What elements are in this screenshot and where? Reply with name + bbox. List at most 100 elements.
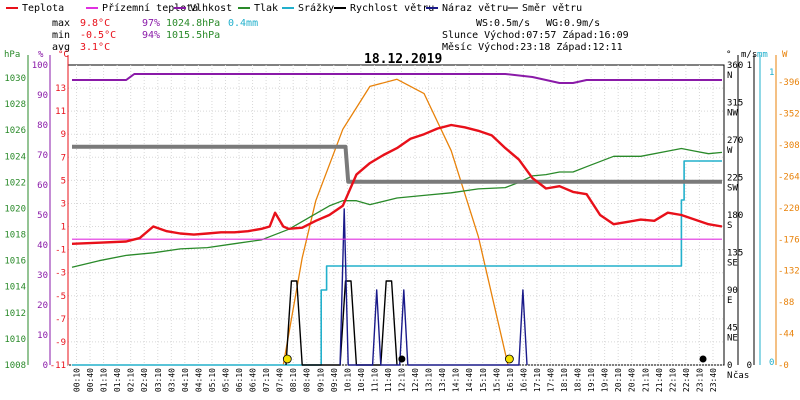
tick-x-30: 15:10: [479, 368, 488, 392]
tick-dir-270: 270: [727, 136, 743, 146]
sunrise-marker: [282, 354, 292, 364]
tick-x-21: 10:40: [357, 368, 366, 392]
stats-max-hum: 97%: [142, 18, 160, 29]
stats-max-rain: 0.4mm: [228, 18, 258, 29]
tick-x-41: 20:40: [628, 368, 637, 392]
legend-label-1: Přízemní teplota: [102, 2, 198, 14]
tick-humidity-70: 70: [37, 151, 48, 161]
stats-ws: WS:0.5m/s: [476, 18, 530, 29]
tick-temp-9: 9: [61, 130, 66, 140]
tick-temp-5: 5: [61, 176, 66, 186]
tick-w-264: -264: [778, 172, 800, 182]
tick-x-15: 07:40: [276, 368, 285, 392]
series-n-raz-v-tru: [339, 208, 528, 366]
series-solar: [282, 78, 509, 366]
tick-pressure-1018: 1018: [4, 231, 26, 241]
tick-temp--9: -9: [55, 338, 66, 348]
tick-x-25: 12:40: [411, 368, 420, 392]
tick-temp-13: 13: [55, 84, 66, 94]
unit-ms: m/s: [741, 50, 757, 60]
stats-min-label: min: [52, 30, 70, 41]
series-sm-r-v-tru: [72, 144, 722, 184]
tick-w-176: -176: [778, 235, 800, 245]
unit-pct: %: [38, 50, 44, 60]
tick-temp-7: 7: [61, 153, 66, 163]
tick-x-31: 15:40: [492, 368, 501, 392]
tick-ms-1: 1: [747, 61, 752, 71]
stats-min-press: 1015.5hPa: [166, 30, 220, 41]
tick-temp--11: -11: [50, 361, 66, 371]
tick-dir-360: 360: [727, 61, 743, 71]
tick-mm-1: 1: [769, 68, 774, 78]
tick-dirlabel-135: SE: [727, 259, 738, 269]
tick-x-39: 19:40: [601, 368, 610, 392]
tick-humidity-40: 40: [37, 241, 48, 251]
legend-label-3: Tlak: [254, 3, 278, 14]
tick-x-29: 14:40: [465, 368, 474, 392]
tick-dir-135: 135: [727, 249, 743, 259]
tick-x-38: 19:10: [587, 368, 596, 392]
tick-dir-0: 0: [727, 361, 732, 371]
tick-pressure-1024: 1024: [4, 152, 26, 162]
tick-pressure-1028: 1028: [4, 100, 26, 110]
tick-x-17: 08:40: [303, 368, 312, 392]
tick-x-44: 22:10: [668, 368, 677, 392]
legend-label-2: Vlhkost: [190, 3, 232, 14]
stats-moon: Měsíc Východ:23:18 Západ:12:11: [442, 41, 623, 53]
tick-dirlabel-315: NW: [727, 109, 738, 119]
tick-x-8: 04:10: [181, 368, 190, 392]
axis-unit-labels: hPa % °C ° mm m/s W čas: [4, 50, 788, 381]
sunset-marker: [504, 354, 514, 364]
tick-x-4: 02:10: [127, 368, 136, 392]
tick-x-16: 08:10: [289, 368, 298, 392]
tick-pressure-1012: 1012: [4, 309, 26, 319]
tick-x-0: 00:10: [73, 368, 82, 392]
tick-x-19: 09:40: [330, 368, 339, 392]
stats-max-label: max: [52, 18, 70, 29]
tick-humidity-20: 20: [37, 301, 48, 311]
legend-label-5: Rychlost větru: [350, 2, 434, 14]
moonrise-marker: [699, 355, 707, 363]
tick-mm-0: 0: [769, 358, 774, 368]
tick-x-26: 13:10: [425, 368, 434, 392]
tick-pressure-1026: 1026: [4, 126, 26, 136]
series-tlak: [71, 147, 723, 268]
tick-temp--7: -7: [55, 315, 66, 325]
stats-avg-temp: 3.1°C: [80, 42, 110, 53]
tick-humidity-30: 30: [37, 271, 48, 281]
tick-w-132: -132: [778, 267, 800, 277]
grid: [67, 64, 725, 366]
tick-x-18: 09:10: [316, 368, 325, 392]
tick-dirlabel-45: NE: [727, 334, 738, 344]
tick-pressure-1014: 1014: [4, 283, 26, 293]
tick-x-43: 21:40: [655, 368, 664, 392]
tick-x-7: 03:40: [167, 368, 176, 392]
tick-x-9: 04:40: [194, 368, 203, 392]
tick-w-308: -308: [778, 141, 800, 151]
tick-w-44: -44: [778, 330, 794, 340]
stats-panel: max 9.8°C 97% 1024.8hPa 0.4mm min -0.5°C…: [52, 18, 629, 53]
tick-pressure-1016: 1016: [4, 257, 26, 267]
unit-deg: °: [726, 50, 731, 60]
tick-x-28: 14:10: [452, 368, 461, 392]
unit-mm: mm: [757, 50, 768, 60]
stats-sun: Slunce Východ:07:57 Západ:16:09: [442, 29, 629, 41]
tick-x-6: 03:10: [154, 368, 163, 392]
tick-x-11: 05:40: [221, 368, 230, 392]
unit-cas: čas: [733, 370, 749, 381]
legend-label-6: Náraz větru: [442, 2, 508, 14]
tick-temp--3: -3: [55, 269, 66, 279]
tick-x-45: 22:40: [682, 368, 691, 392]
tick-x-46: 23:10: [695, 368, 704, 392]
tick-x-10: 05:10: [208, 368, 217, 392]
tick-humidity-60: 60: [37, 181, 48, 191]
tick-ms-0: 0: [747, 361, 752, 371]
tick-x-23: 11:40: [384, 368, 393, 392]
legend-label-0: Teplota: [22, 3, 64, 14]
tick-x-35: 17:40: [546, 368, 555, 392]
tick-x-33: 16:40: [519, 368, 528, 392]
tick-dir-45: 45: [727, 324, 738, 334]
legend-label-7: Směr větru: [522, 2, 582, 14]
tick-x-32: 16:10: [506, 368, 515, 392]
